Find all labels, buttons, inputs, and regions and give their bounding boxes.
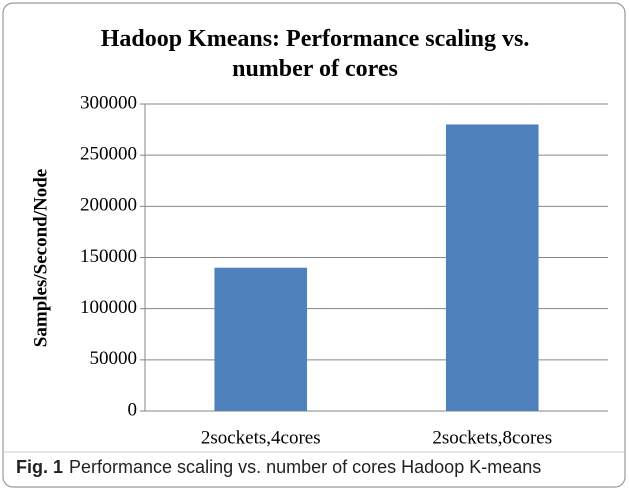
chart-title: Hadoop Kmeans: Performance scaling vs. n… [100,26,530,82]
caption: Fig. 1 Performance scaling vs. number of … [16,457,541,478]
caption-label: Fig. 1 [16,457,64,477]
y-axis-label: Samples/Second/Node [30,169,51,347]
x-tick-label: 2sockets,8cores [432,427,552,448]
caption-text: Performance scaling vs. number of cores … [69,457,542,477]
y-tick-label: 0 [128,399,138,420]
y-tick-label: 50000 [90,348,138,369]
y-tick-label: 100000 [80,297,137,318]
bar [214,267,308,411]
bar [445,124,539,411]
y-tick-label: 200000 [80,195,137,216]
y-tick-label: 250000 [80,144,137,165]
x-tick-label: 2sockets,4cores [201,427,321,448]
y-tick-label: 150000 [80,246,137,267]
y-tick-label: 300000 [80,92,137,113]
